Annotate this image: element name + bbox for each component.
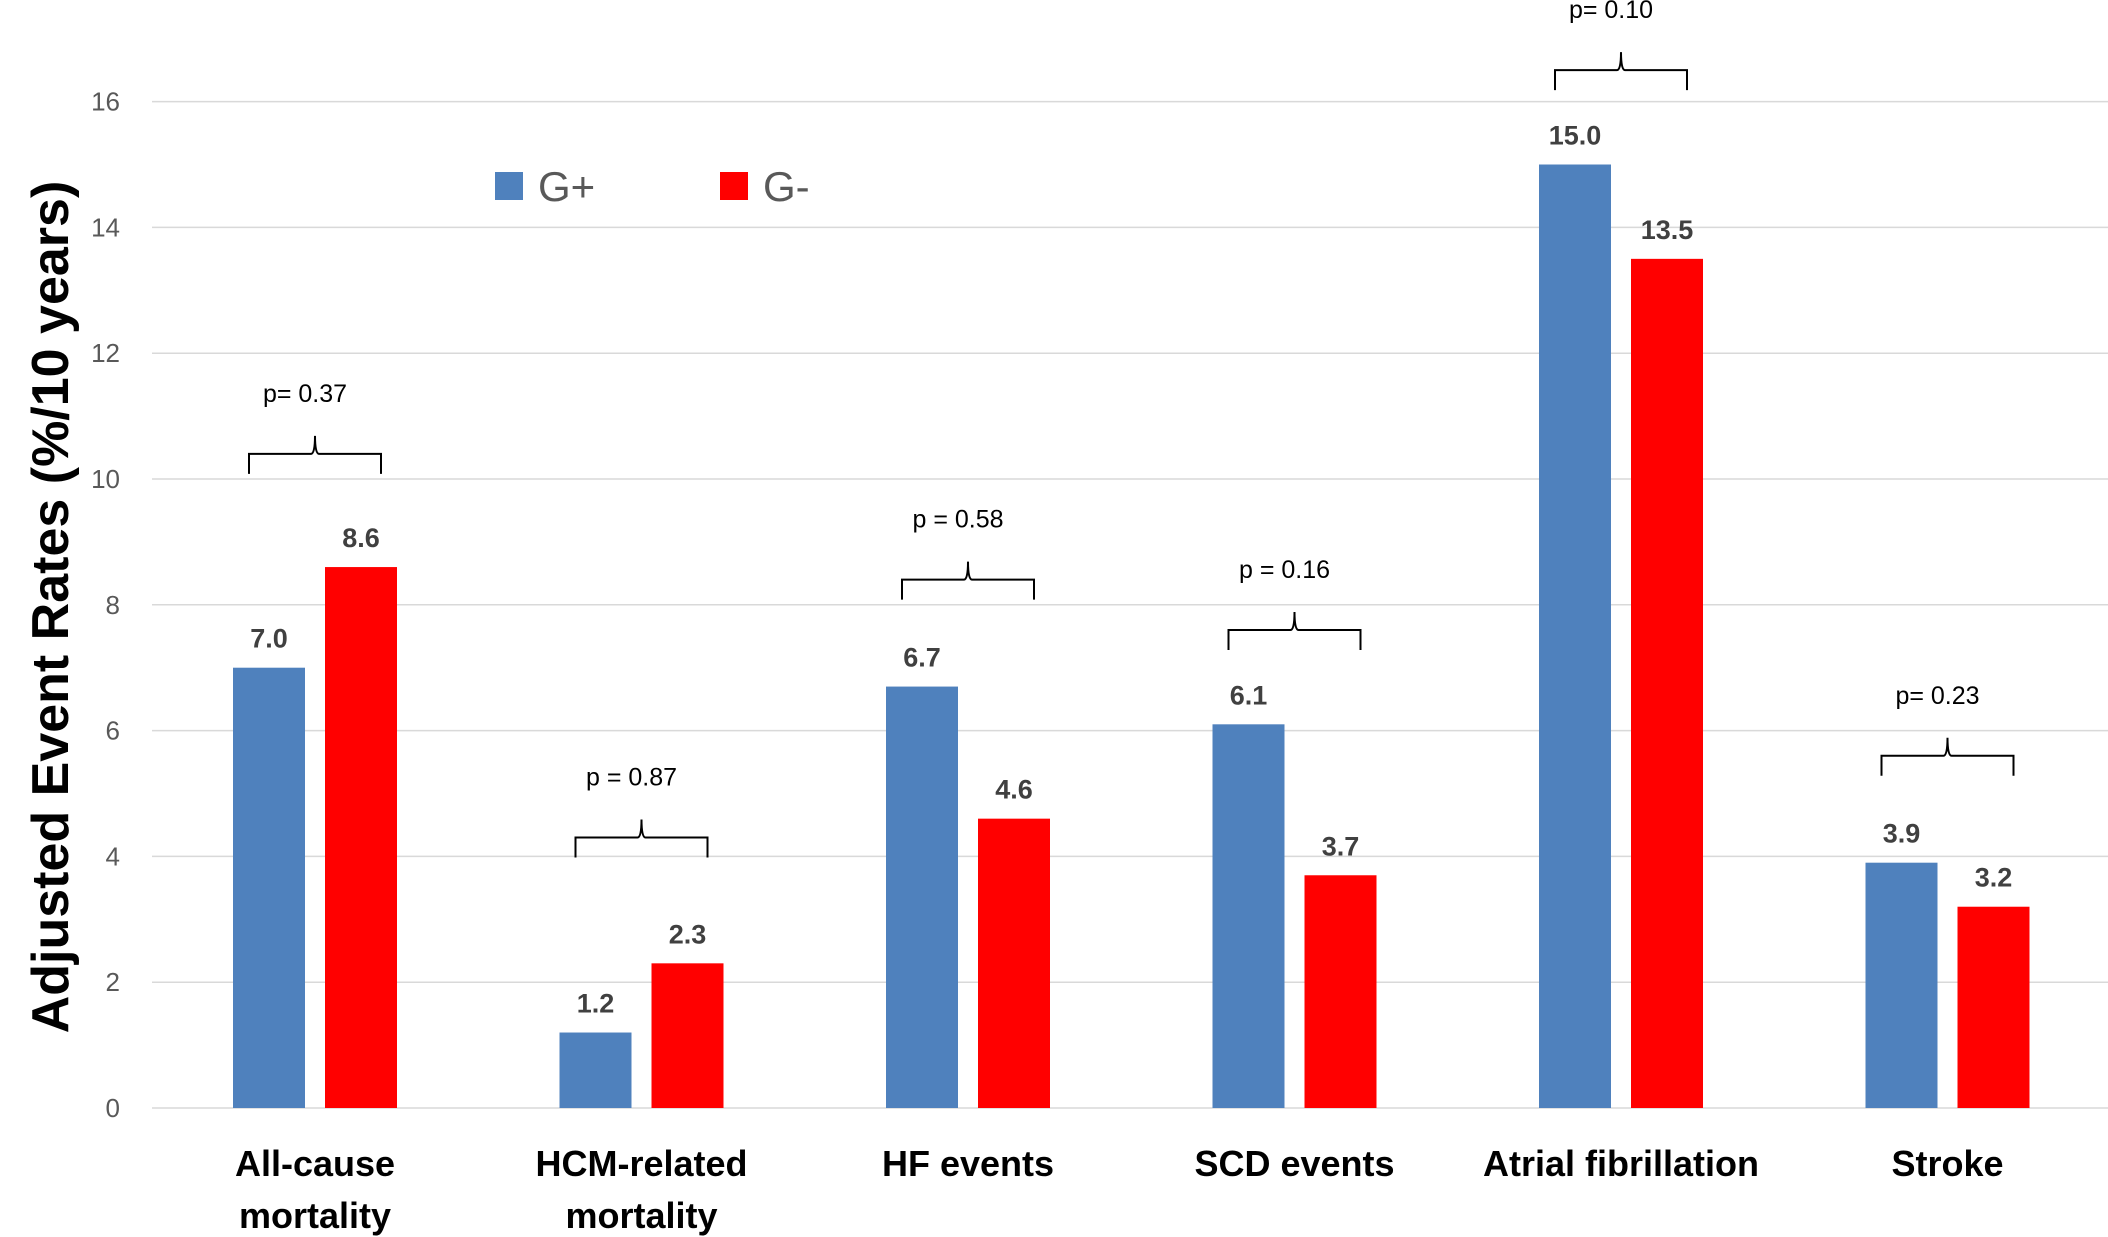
data-label: 2.3 bbox=[669, 919, 707, 949]
y-tick-label: 0 bbox=[106, 1093, 120, 1123]
y-tick-label: 10 bbox=[91, 464, 120, 494]
p-value-label: p = 0.87 bbox=[586, 764, 677, 792]
y-tick-label: 4 bbox=[106, 841, 120, 871]
legend-swatch bbox=[720, 172, 748, 200]
x-category-label: SCD events bbox=[1194, 1143, 1394, 1184]
y-tick-label: 6 bbox=[106, 716, 120, 746]
legend-swatch bbox=[495, 172, 523, 200]
y-axis-title: Adjusted Event Rates (%/10 years) bbox=[22, 181, 80, 1034]
y-tick-label: 14 bbox=[91, 212, 120, 242]
x-category-label: Stroke bbox=[1891, 1143, 2003, 1184]
significance-bracket bbox=[901, 561, 1035, 600]
data-label: 3.2 bbox=[1975, 863, 2013, 893]
data-label: 13.5 bbox=[1641, 215, 1694, 245]
bar-g-minus bbox=[1631, 258, 1703, 1109]
bar-g-plus bbox=[1539, 164, 1611, 1108]
data-label: 6.1 bbox=[1230, 680, 1268, 710]
y-tick-label: 2 bbox=[106, 967, 120, 997]
bar-g-plus bbox=[233, 667, 305, 1108]
legend-label: G- bbox=[763, 163, 810, 210]
significance-bracket bbox=[1227, 611, 1362, 650]
data-label: 1.2 bbox=[577, 989, 615, 1019]
x-category-label: HCM-related bbox=[535, 1143, 747, 1184]
value-labels: 7.0 1.2 6.7 6.1 15.0 3.9 8.6 2.3 4.6 3.7 13.5 3.2 bbox=[250, 121, 2012, 1019]
bar-g-plus bbox=[559, 1032, 632, 1108]
x-category-label: All-cause bbox=[235, 1143, 395, 1184]
data-label: 4.6 bbox=[995, 775, 1033, 805]
legend: G+ G- bbox=[495, 163, 810, 210]
bars bbox=[233, 164, 2030, 1109]
data-label: 3.7 bbox=[1322, 831, 1360, 861]
significance-bracket bbox=[1880, 737, 2015, 776]
p-value-label: p = 0.16 bbox=[1239, 556, 1330, 584]
y-tick-label: 8 bbox=[106, 590, 120, 620]
p-value-label: p= 0.37 bbox=[263, 380, 347, 408]
data-label: 8.6 bbox=[342, 523, 380, 553]
y-axis-ticks: 0 2 4 6 8 10 12 14 16 bbox=[91, 87, 120, 1123]
data-label: 3.9 bbox=[1883, 819, 1921, 849]
x-category-label: mortality bbox=[239, 1195, 391, 1236]
significance-bracket bbox=[574, 819, 709, 858]
gridlines bbox=[152, 100, 2108, 1109]
bar-g-minus bbox=[325, 567, 397, 1108]
data-label: 6.7 bbox=[903, 643, 941, 673]
bar-g-minus bbox=[651, 963, 724, 1108]
bar-g-plus bbox=[1865, 862, 1938, 1108]
bar-g-minus bbox=[978, 818, 1050, 1108]
p-value-label: p= 0.23 bbox=[1895, 682, 1979, 710]
p-value-label: p = 0.58 bbox=[912, 506, 1003, 534]
p-value-label: p= 0.10 bbox=[1569, 0, 1653, 24]
p-value-annotations: p= 0.37 p = 0.87 p = 0.58 p = 0.16 p= 0.10 p=… bbox=[248, 0, 2015, 858]
legend-label: G+ bbox=[538, 163, 595, 210]
x-axis-category-labels: All-cause mortality HCM-related mortality HF… bbox=[235, 1143, 2004, 1236]
y-tick-label: 16 bbox=[91, 87, 120, 117]
data-label: 15.0 bbox=[1549, 121, 1602, 151]
x-category-label: HF events bbox=[882, 1143, 1054, 1184]
y-tick-label: 12 bbox=[91, 338, 120, 368]
x-category-label: mortality bbox=[565, 1195, 717, 1236]
significance-bracket bbox=[1554, 52, 1688, 91]
x-category-label: Atrial fibrillation bbox=[1483, 1143, 1759, 1184]
significance-bracket bbox=[248, 435, 382, 474]
bar-g-minus bbox=[1957, 906, 2030, 1108]
bar-g-plus bbox=[886, 686, 958, 1108]
data-label: 7.0 bbox=[250, 624, 288, 654]
bar-g-plus bbox=[1212, 724, 1285, 1108]
bar-g-minus bbox=[1304, 875, 1377, 1108]
